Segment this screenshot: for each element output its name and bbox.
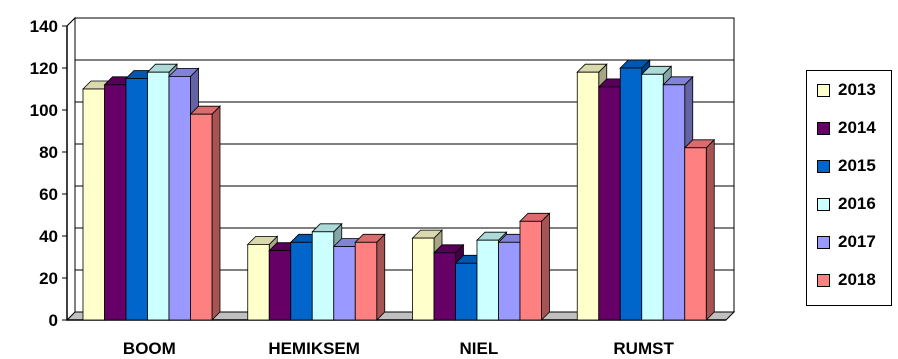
- category-labels: BOOM HEMIKSEM NIEL RUMST: [123, 339, 675, 358]
- y-tick-label: 140: [30, 17, 58, 36]
- y-tick-labels: 0 20 40 60 80 100 120 140: [30, 17, 58, 330]
- bars: [82, 59, 716, 321]
- legend-label: 2013: [838, 80, 876, 99]
- category-label: BOOM: [123, 339, 176, 358]
- legend-item-2015: 2015: [817, 155, 876, 177]
- category-label: HEMIKSEM: [268, 339, 360, 358]
- legend-label: 2016: [838, 194, 876, 213]
- legend-swatch: [817, 121, 830, 135]
- legend-item-2013: 2013: [817, 79, 876, 101]
- legend-swatch: [817, 235, 830, 249]
- legend-label: 2014: [838, 118, 876, 137]
- y-tick-label: 60: [39, 185, 58, 204]
- category-label: RUMST: [613, 339, 674, 358]
- legend-label: 2015: [838, 156, 876, 175]
- legend: 2013 2014 2015 2016 2017 2018: [806, 70, 892, 306]
- legend-label: 2017: [838, 232, 876, 251]
- bar-hemiksem-2018: [354, 233, 386, 321]
- legend-item-2014: 2014: [817, 117, 876, 139]
- y-tick-label: 120: [30, 59, 58, 78]
- bar-boom-2018: [189, 105, 221, 321]
- y-tick-label: 0: [49, 311, 58, 330]
- legend-item-2017: 2017: [817, 231, 876, 253]
- y-tick-label: 100: [30, 101, 58, 120]
- bar-niel-2018: [519, 212, 551, 321]
- legend-swatch: [817, 197, 830, 211]
- category-label: NIEL: [460, 339, 499, 358]
- legend-swatch: [817, 159, 830, 173]
- legend-swatch: [817, 273, 830, 287]
- y-tick-label: 40: [39, 227, 58, 246]
- plot-side-wall: [66, 16, 76, 322]
- legend-item-2018: 2018: [817, 269, 876, 291]
- legend-label: 2018: [838, 270, 876, 289]
- y-tick-label: 20: [39, 269, 58, 288]
- legend-item-2016: 2016: [817, 193, 876, 215]
- legend-swatch: [817, 83, 830, 97]
- bar-rumst-2018: [683, 138, 716, 321]
- y-tick-label: 80: [39, 143, 58, 162]
